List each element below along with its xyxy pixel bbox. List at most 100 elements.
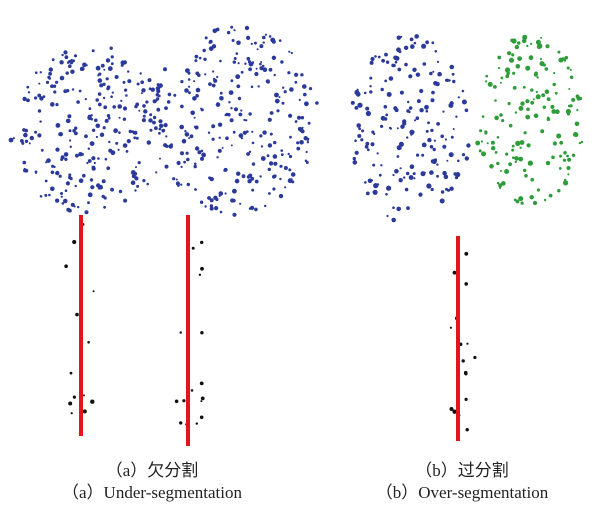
point	[409, 106, 413, 110]
point	[559, 155, 562, 158]
point	[251, 131, 253, 133]
point	[419, 108, 423, 112]
point	[437, 61, 439, 63]
point	[295, 120, 298, 123]
point	[65, 189, 68, 192]
point	[85, 210, 89, 214]
point	[540, 129, 544, 133]
point	[306, 151, 308, 153]
point	[236, 41, 241, 46]
point	[127, 79, 131, 83]
point	[25, 140, 28, 143]
point	[70, 59, 73, 62]
point	[540, 58, 542, 60]
point	[110, 47, 113, 50]
point	[236, 84, 240, 88]
point	[194, 117, 196, 119]
point	[386, 61, 389, 64]
point	[496, 162, 499, 165]
point	[225, 136, 229, 140]
point	[195, 146, 199, 150]
point	[138, 110, 140, 112]
point	[98, 187, 101, 190]
point	[435, 50, 438, 53]
point	[543, 106, 546, 109]
point	[543, 63, 546, 66]
point	[26, 86, 29, 89]
point	[427, 138, 431, 142]
point	[516, 64, 521, 69]
point	[200, 331, 203, 334]
point	[55, 148, 59, 152]
point	[315, 101, 319, 105]
point	[49, 67, 53, 71]
point	[110, 95, 113, 98]
point	[220, 96, 224, 100]
point	[366, 111, 371, 116]
point	[288, 153, 290, 155]
point	[524, 131, 527, 134]
point	[282, 87, 284, 89]
point	[407, 101, 409, 103]
point	[127, 70, 129, 72]
point	[41, 149, 44, 152]
point	[249, 151, 251, 153]
point	[190, 111, 195, 116]
point	[386, 215, 388, 217]
point	[289, 136, 292, 139]
point	[370, 57, 374, 61]
point	[501, 77, 504, 80]
point	[51, 171, 55, 175]
point	[230, 26, 233, 29]
point	[494, 99, 497, 102]
point	[179, 125, 184, 130]
point	[281, 153, 284, 156]
point	[108, 66, 113, 71]
point	[70, 146, 72, 148]
point	[94, 162, 96, 164]
point	[248, 67, 252, 71]
point	[94, 119, 98, 123]
point	[22, 128, 26, 132]
point	[219, 137, 221, 139]
point	[430, 145, 434, 149]
point	[163, 67, 167, 71]
point	[66, 71, 69, 74]
point	[280, 60, 283, 63]
point	[396, 207, 401, 212]
point	[159, 128, 162, 131]
point	[414, 34, 419, 39]
point	[517, 41, 521, 45]
point	[380, 125, 383, 128]
point	[303, 93, 307, 97]
point	[70, 61, 73, 64]
point	[576, 109, 578, 111]
point	[406, 172, 409, 175]
point	[272, 56, 276, 60]
point	[518, 196, 523, 201]
point	[371, 142, 375, 146]
point	[464, 372, 467, 375]
point	[181, 166, 183, 168]
point	[155, 171, 157, 173]
point	[284, 186, 286, 188]
point	[231, 144, 233, 146]
point	[141, 88, 145, 92]
point	[384, 53, 388, 57]
point	[414, 119, 416, 121]
point	[87, 116, 91, 120]
point	[106, 77, 109, 80]
point	[536, 94, 541, 99]
caption: （a）Under-segmentation	[62, 483, 242, 502]
point	[473, 356, 476, 359]
point	[262, 65, 265, 68]
point	[201, 108, 204, 111]
point	[23, 169, 27, 173]
point	[232, 189, 237, 194]
point	[475, 141, 480, 146]
point	[269, 68, 273, 72]
point	[254, 42, 257, 45]
point	[111, 62, 114, 65]
point	[90, 400, 94, 404]
point	[262, 36, 266, 40]
